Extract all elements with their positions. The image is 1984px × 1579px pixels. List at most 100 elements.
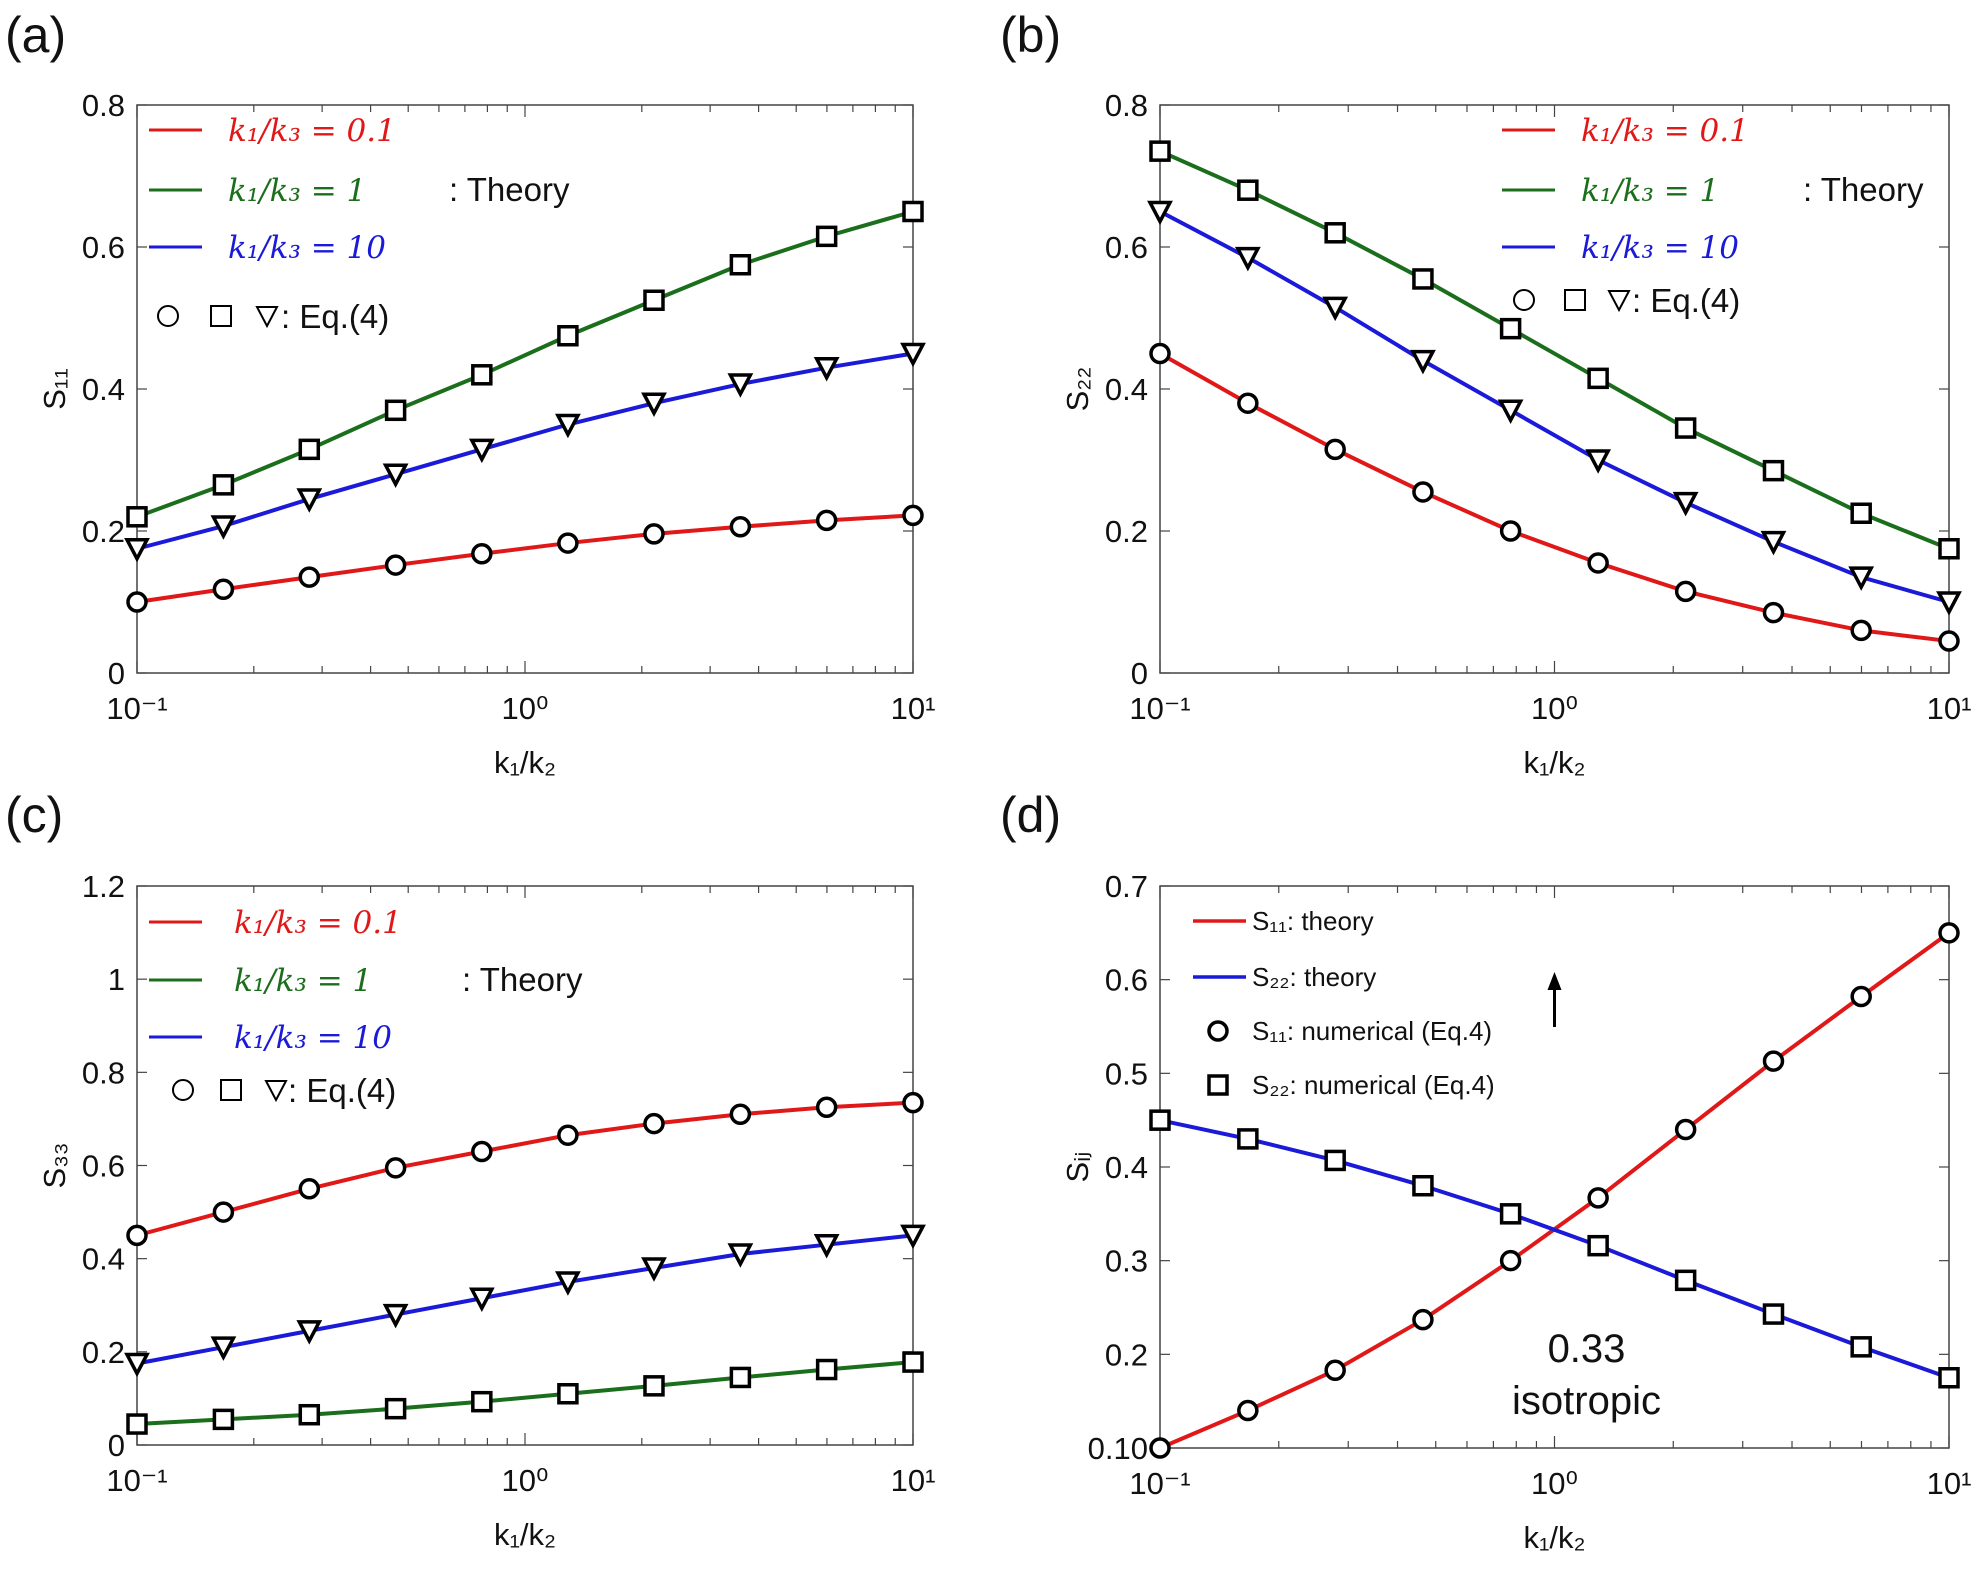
data-point-triangle [641, 392, 667, 417]
x-tick-label: 10⁻¹ [1129, 691, 1190, 726]
series-line [136, 1100, 914, 1238]
data-point-triangle [727, 1243, 754, 1268]
x-tick-label: 10¹ [1927, 1466, 1972, 1501]
y-tick-label: 0 [108, 656, 125, 691]
y-tick-label: 1.2 [82, 869, 125, 904]
data-point-circle [1149, 342, 1171, 365]
data-point-square [471, 364, 493, 386]
data-point-triangle [1497, 399, 1524, 425]
series-line [136, 1233, 914, 1366]
series-line [136, 513, 914, 604]
data-point-triangle [555, 413, 581, 439]
y-axis-label: Sᵢⱼ [1060, 1152, 1095, 1183]
plot-area [136, 104, 914, 674]
data-point-square [1149, 1109, 1171, 1131]
legend-label: S₂₂: theory [1252, 962, 1376, 992]
data-point-triangle [468, 438, 495, 464]
x-tick-label: 10¹ [891, 691, 936, 726]
x-tick-label: 10⁻¹ [106, 1463, 167, 1498]
data-point-square [1938, 538, 1960, 560]
data-point-circle [902, 504, 924, 527]
data-point-square [1850, 1336, 1872, 1358]
x-tick-label: 10⁰ [1531, 691, 1578, 726]
x-tick-label: 10⁰ [502, 691, 549, 726]
data-point-circle [1850, 985, 1872, 1008]
x-tick-label: 10¹ [891, 1463, 936, 1498]
data-point-square [1149, 140, 1171, 162]
square-icon [1564, 289, 1586, 311]
series-line [136, 209, 914, 519]
data-point-circle [729, 515, 752, 538]
data-point-square [643, 1375, 665, 1397]
data-point-square [1499, 317, 1522, 340]
legend-label: S₁₁: theory [1252, 906, 1374, 936]
legend-markers-label: : Eq.(4) [288, 1072, 396, 1109]
data-point-square [1237, 1128, 1259, 1150]
data-point-square [902, 1351, 924, 1373]
data-point-triangle [1410, 349, 1436, 375]
data-point-circle [902, 1091, 924, 1114]
data-point-square [902, 200, 924, 223]
data-point-square [815, 225, 838, 248]
y-tick-label: 0 [1131, 656, 1148, 691]
legend-marker-label: S₁₁: numerical (Eq.4) [1252, 1016, 1492, 1046]
data-point-square [1674, 1269, 1697, 1292]
y-tick-label: 0.4 [82, 1242, 125, 1277]
panel-b: (b) 10⁻¹ 10⁰ 10¹ 0 0.2 0.4 0.6 0.8 k₁/k₂ S₂₂ k₁/k₃ … [1000, 7, 1971, 780]
data-point-circle [212, 578, 235, 600]
data-point-triangle [1322, 296, 1349, 322]
y-tick-label: 0.8 [82, 1055, 125, 1090]
data-point-circle [1237, 1399, 1259, 1422]
data-point-square [1324, 222, 1346, 244]
y-tick-label: 0.4 [1105, 1150, 1148, 1185]
data-point-circle [815, 1096, 838, 1119]
data-point-triangle [900, 342, 926, 368]
square-icon [210, 305, 232, 327]
data-point-square [471, 1390, 493, 1413]
legend-label: k₁/k₃ = 10 [1581, 230, 1739, 266]
legend-label: k₁/k₃ = 0.1 [234, 905, 402, 941]
y-axis-label: S₃₃ [37, 1143, 72, 1189]
x-tick-label: 10⁻¹ [1129, 1466, 1190, 1501]
legend-marker-triangle [264, 1080, 288, 1103]
panel-label: (a) [5, 7, 66, 63]
data-point-circle [1938, 630, 1960, 652]
triangle-icon [264, 1080, 288, 1103]
data-point-square [729, 254, 752, 276]
series-line [1159, 351, 1950, 644]
data-point-circle [1850, 619, 1872, 642]
legend-label: k₁/k₃ = 10 [228, 230, 386, 266]
legend-theory-label: : Theory [462, 961, 583, 998]
y-tick-label: 0.6 [82, 1149, 125, 1184]
panel-label: (b) [1000, 7, 1061, 63]
legend-marker-label: S₂₂: numerical (Eq.4) [1252, 1070, 1495, 1100]
panel-label: (d) [1000, 787, 1061, 843]
panel-a: (a) 10⁻¹ 10⁰ 10¹ 0 0.2 0.4 0.6 0.8 k₁/k₂ S₁₁ k₁/k₃ … [5, 7, 935, 780]
data-point-square [212, 1408, 235, 1431]
data-point-triangle [382, 1303, 409, 1329]
data-point-triangle [641, 1257, 667, 1282]
series-line [1159, 209, 1950, 604]
data-point-triangle [555, 1271, 581, 1296]
data-point-triangle [1936, 591, 1962, 616]
data-point-square [815, 1358, 838, 1381]
legend-label: k₁/k₃ = 10 [234, 1020, 392, 1056]
legend-square-icon [1207, 1074, 1229, 1096]
data-point-square [729, 1366, 752, 1389]
data-point-square [557, 325, 579, 347]
data-point-square [384, 399, 407, 422]
data-point-square [1762, 1303, 1785, 1325]
data-point-triangle [296, 1320, 323, 1345]
data-point-triangle [1672, 491, 1699, 517]
data-point-square [1850, 502, 1872, 524]
circle-icon [157, 305, 179, 327]
y-tick-label: 0.3 [1105, 1244, 1148, 1279]
arrow-head-icon [1547, 972, 1562, 990]
y-tick-label: 0.4 [82, 372, 125, 407]
legend: k₁/k₃ = 0.1 k₁/k₃ = 1 k₁/k₃ = 10: Theory: … [149, 905, 583, 1109]
panel-label: (c) [5, 787, 63, 843]
data-point-circle [643, 523, 665, 545]
legend: S₁₁: theory S₁₁: numerical (Eq.4) S₂₂: the… [1193, 906, 1495, 1100]
y-tick-label: 0.2 [82, 1335, 125, 1370]
